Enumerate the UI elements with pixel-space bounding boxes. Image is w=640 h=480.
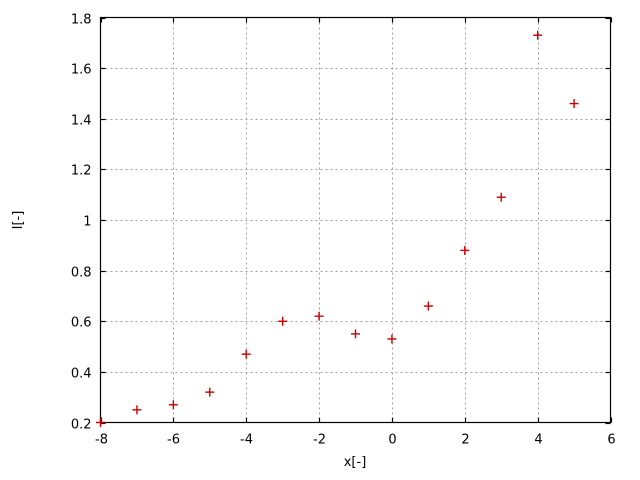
data-point [96,418,105,427]
x-axis-label: x[-] [344,455,367,470]
y-tick-label: 0.8 [71,266,92,281]
data-point [460,245,470,255]
data-point [351,329,360,339]
data-point [533,30,543,40]
gridlines [100,17,611,423]
x-tick-label: 6 [607,433,615,448]
data-point [205,387,215,397]
x-tick-label: -6 [167,433,180,448]
y-tick-label: 0.6 [71,316,92,331]
plot-frame [99,16,612,424]
data-point [132,405,142,415]
y-axis-ticks [100,17,611,425]
x-tick-label: 4 [534,433,542,448]
x-tick-label: -8 [95,433,108,448]
data-point [314,311,324,321]
data-point [423,301,433,311]
y-tick-label: 1.4 [71,114,92,129]
data-point [496,192,506,202]
y-tick-label: 1.6 [71,63,92,78]
x-tick-label: -4 [240,433,253,448]
data-point [278,316,288,326]
x-tick-label: -2 [313,433,326,448]
data-point [241,349,251,359]
data-point [569,99,579,109]
y-tick-label: 0.2 [71,418,92,433]
data-point [387,334,397,344]
data-point [168,400,178,410]
y-tick-label: 0.4 [71,367,92,382]
x-tick-label: 0 [388,433,396,448]
y-tick-label: 1 [83,215,91,230]
y-axis-label: I[-] [11,211,26,230]
y-tick-label: 1.8 [71,13,92,28]
x-tick-label: 2 [461,433,469,448]
data-markers [96,30,579,427]
y-tick-label: 1.2 [71,164,92,179]
